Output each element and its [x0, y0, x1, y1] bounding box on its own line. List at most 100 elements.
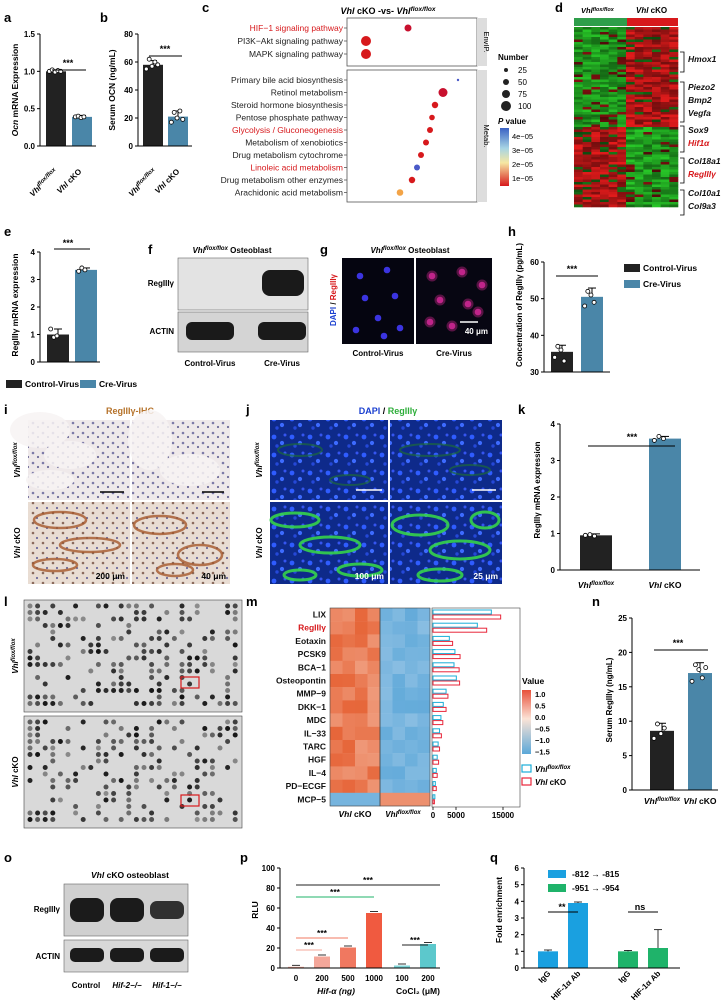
panel-d-heat-cell: [669, 154, 679, 158]
panel-d-heat-cell: [600, 59, 609, 63]
panel-d-heat-cell: [608, 112, 618, 115]
panel-d-heat-cell: [617, 184, 627, 188]
panel-l-spot: [149, 810, 155, 816]
panel-l-spot: [141, 817, 147, 822]
panel-label-n: n: [592, 594, 600, 609]
panel-d-heat-cell: [643, 164, 653, 168]
panel-m-heat-cell: [330, 740, 343, 754]
panel-d-heat-cell: [591, 182, 601, 185]
panel-m-cytokine-label: LIX: [313, 610, 327, 620]
panel-n-point: [658, 731, 664, 736]
panel-c-term: MAPK signaling pathway: [249, 49, 344, 59]
panel-d-heat-cell: [574, 134, 583, 138]
panel-e-legend-swatch-control: [6, 380, 22, 388]
panel-g-cell: [428, 272, 436, 280]
panel-m-heat-cell: [342, 713, 356, 727]
panel-d-heat-cell: [617, 62, 627, 65]
panel-d-heat-cell: [600, 82, 609, 85]
panel-l-spot: [111, 719, 117, 725]
panel-d-heat-cell: [652, 189, 661, 193]
panel-m-bars: 0 5000 15000: [431, 607, 521, 820]
panel-d-heat-cell: [643, 59, 653, 63]
panel-d-heat-cell: [600, 119, 609, 123]
panel-d-heat-cell: [574, 142, 583, 145]
panel-m-heat-cell: [330, 660, 343, 675]
panel-f: f Vhlflox/flox Osteoblast RegIIIγ ACTIN …: [148, 242, 309, 368]
panel-k-point: [587, 532, 593, 537]
panel-d-heat-cell: [600, 117, 609, 120]
panel-l-spot: [27, 701, 33, 706]
panel-d-heat-cell: [617, 147, 627, 150]
panel-d-heat-cell: [574, 94, 583, 98]
panel-g-cell: [383, 266, 391, 274]
panel-c-legend-dot: [501, 101, 511, 111]
panel-j-image-flox-low: [270, 420, 388, 500]
panel-d-heat-cell: [634, 139, 644, 143]
panel-d-heat-cell: [617, 187, 627, 190]
panel-d-heat-cell: [652, 34, 661, 38]
panel-label-o: o: [4, 850, 12, 865]
panel-d-heat-cell: [574, 124, 583, 128]
panel-l-spot: [133, 642, 139, 648]
panel-d-heat-cell: [591, 117, 601, 120]
panel-e-sig: ***: [63, 238, 74, 248]
panel-g-side-label: DAPI / RegIIIγ: [329, 273, 338, 326]
panel-d-heat-cell: [582, 117, 592, 120]
panel-l-spot: [88, 642, 94, 648]
panel-m-bar-flox: [432, 715, 442, 721]
panel-n-point: [699, 675, 705, 681]
panel-b-xlabel-flox: Vhlflox/flox: [127, 167, 159, 199]
panel-j-image-flox-high: [390, 420, 502, 500]
panel-d-heat-cell: [643, 167, 653, 170]
panel-d-heat-cell: [634, 127, 644, 130]
panel-d-heat-cell: [591, 194, 601, 198]
panel-m-heat-cell: [330, 753, 343, 767]
panel-d-heat-cell: [574, 174, 583, 178]
panel-m-heat-cell: [405, 713, 418, 727]
panel-d-heat-cell: [660, 164, 670, 168]
panel-d-heat-cell: [617, 172, 627, 175]
panel-d-heat-cell: [643, 124, 653, 128]
panel-d-heat-cell: [626, 47, 635, 50]
panel-d-heat-cell: [660, 102, 670, 105]
panel-l-spot: [27, 778, 33, 783]
panel-q-bar: [618, 951, 638, 968]
panel-l-spot: [42, 701, 48, 706]
panel-d-heat-cell: [626, 42, 635, 45]
panel-d-heat-cell: [669, 149, 679, 153]
panel-l-spot: [35, 817, 41, 822]
panel-l-spot: [73, 810, 79, 816]
panel-m-heat-cell: [355, 674, 368, 688]
panel-d-heat-cell: [617, 29, 627, 33]
panel-l-spot: [156, 629, 162, 635]
panel-q-bar: [568, 903, 588, 968]
panel-d-heat-cell: [617, 159, 627, 163]
panel-l-spot: [164, 675, 170, 680]
panel-d-heat-cell: [626, 39, 635, 43]
panel-d-heat-cell: [626, 194, 635, 198]
panel-c-legend-p-tick: 3e−05: [512, 146, 533, 155]
panel-a-ytick-label: 0.0: [24, 142, 36, 151]
panel-d-heat-cell: [634, 142, 644, 145]
panel-i-bone-region: [160, 454, 220, 486]
panel-d-heat-cell: [634, 99, 644, 103]
panel-d-heat-cell: [626, 112, 635, 115]
panel-d-heat-cell: [660, 77, 670, 80]
panel-d-heat-cell: [608, 89, 618, 93]
panel-d-heat-cell: [617, 92, 627, 95]
panel-d-heat-cell: [626, 32, 635, 35]
panel-m-heat-cell: [405, 608, 418, 622]
panel-d-heat-cell: [652, 62, 661, 65]
panel-d-heat-cell: [591, 92, 601, 95]
panel-l-spot: [232, 642, 238, 648]
panel-d-heat-cell: [582, 197, 592, 200]
panel-d-heat-cell: [591, 87, 601, 90]
panel-l-spot: [95, 688, 101, 693]
panel-m-heat-cell: [392, 608, 406, 622]
panel-k-point: [656, 434, 662, 439]
panel-d-heat-cell: [626, 27, 635, 30]
panel-d-heat-cell: [669, 139, 679, 143]
panel-d-heat-cell: [660, 159, 670, 163]
panel-d-heat-cell: [582, 172, 592, 175]
